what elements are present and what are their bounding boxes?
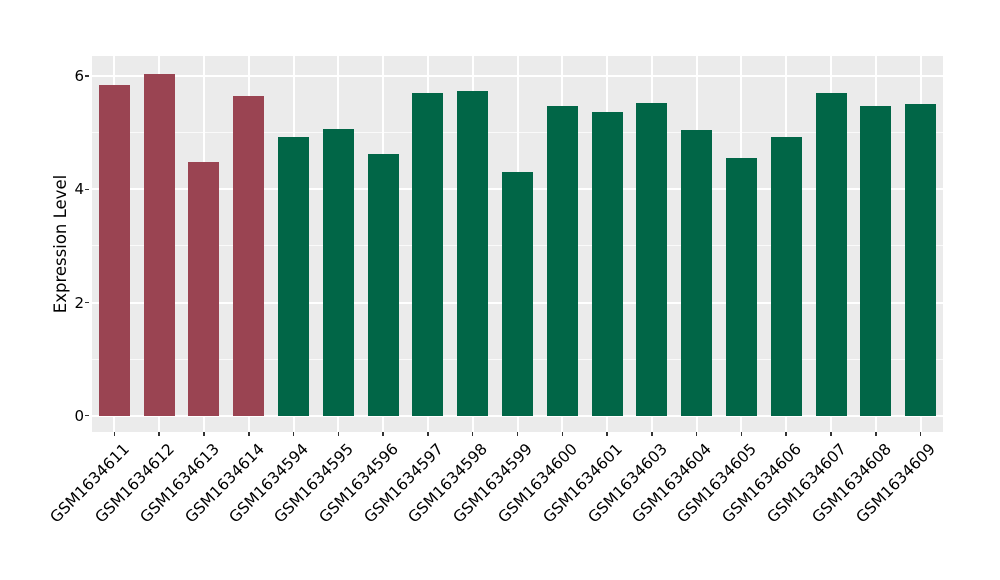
bar-GSM1634600 xyxy=(546,105,578,416)
x-tick-mark xyxy=(471,432,474,436)
bar-GSM1634598 xyxy=(457,90,489,416)
bar-GSM1634606 xyxy=(770,137,802,416)
x-tick-mark xyxy=(875,432,877,436)
bar-GSM1634613 xyxy=(188,162,220,416)
bar-GSM1634607 xyxy=(815,93,847,416)
x-tick-mark xyxy=(516,432,519,436)
bar-GSM1634609 xyxy=(905,103,937,416)
x-tick-mark xyxy=(919,432,922,436)
x-tick-label-GSM1634607: GSM1634607 xyxy=(763,440,850,527)
x-tick-mark xyxy=(203,432,205,436)
y-tick-label: 0 xyxy=(74,406,84,425)
x-tick-label-GSM1634600: GSM1634600 xyxy=(494,440,582,527)
bar-GSM1634604 xyxy=(681,129,713,416)
x-tick-mark xyxy=(113,432,116,436)
bar-GSM1634599 xyxy=(502,172,533,416)
x-tick-label-GSM1634596: GSM1634596 xyxy=(315,440,402,527)
x-tick-label-GSM1634601: GSM1634601 xyxy=(539,440,626,527)
major-gridline xyxy=(92,414,943,417)
y-tick-mark xyxy=(85,75,89,77)
bar-GSM1634596 xyxy=(367,153,399,416)
x-tick-mark xyxy=(248,432,250,436)
x-tick-mark xyxy=(561,432,564,436)
plot-area xyxy=(92,56,943,432)
x-tick-mark xyxy=(606,432,608,436)
bar-GSM1634612 xyxy=(143,73,175,416)
y-axis-title: Expression Level xyxy=(51,174,70,314)
x-tick-label-GSM1634609: GSM1634609 xyxy=(852,440,940,527)
bar-GSM1634603 xyxy=(636,103,668,416)
x-tick-mark xyxy=(651,432,653,436)
x-tick-mark xyxy=(292,432,295,436)
x-tick-mark xyxy=(740,432,743,436)
y-tick-mark xyxy=(85,188,89,191)
x-tick-mark xyxy=(158,432,160,436)
bar-GSM1634597 xyxy=(412,93,444,416)
bar-GSM1634601 xyxy=(591,112,623,416)
y-tick-mark xyxy=(85,301,89,304)
major-gridline xyxy=(92,75,943,78)
x-tick-label-GSM1634613: GSM1634613 xyxy=(136,440,223,527)
y-tick-mark xyxy=(85,414,89,417)
x-tick-mark xyxy=(785,432,787,436)
bar-GSM1634594 xyxy=(278,137,310,416)
bar-GSM1634608 xyxy=(860,105,892,416)
bar-GSM1634605 xyxy=(725,158,757,416)
x-tick-mark xyxy=(830,432,832,436)
x-tick-label-GSM1634612: GSM1634612 xyxy=(91,440,178,527)
y-tick-label: 2 xyxy=(74,293,84,312)
x-tick-label-GSM1634606: GSM1634606 xyxy=(718,440,805,527)
y-tick-label: 4 xyxy=(74,180,84,199)
x-tick-mark xyxy=(337,432,340,436)
x-tick-mark xyxy=(695,432,698,436)
x-tick-mark xyxy=(382,432,384,436)
bar-GSM1634595 xyxy=(322,129,354,416)
y-tick-label: 6 xyxy=(74,67,84,86)
bar-GSM1634614 xyxy=(233,96,265,416)
x-tick-mark xyxy=(427,432,429,436)
bar-GSM1634611 xyxy=(98,85,130,416)
